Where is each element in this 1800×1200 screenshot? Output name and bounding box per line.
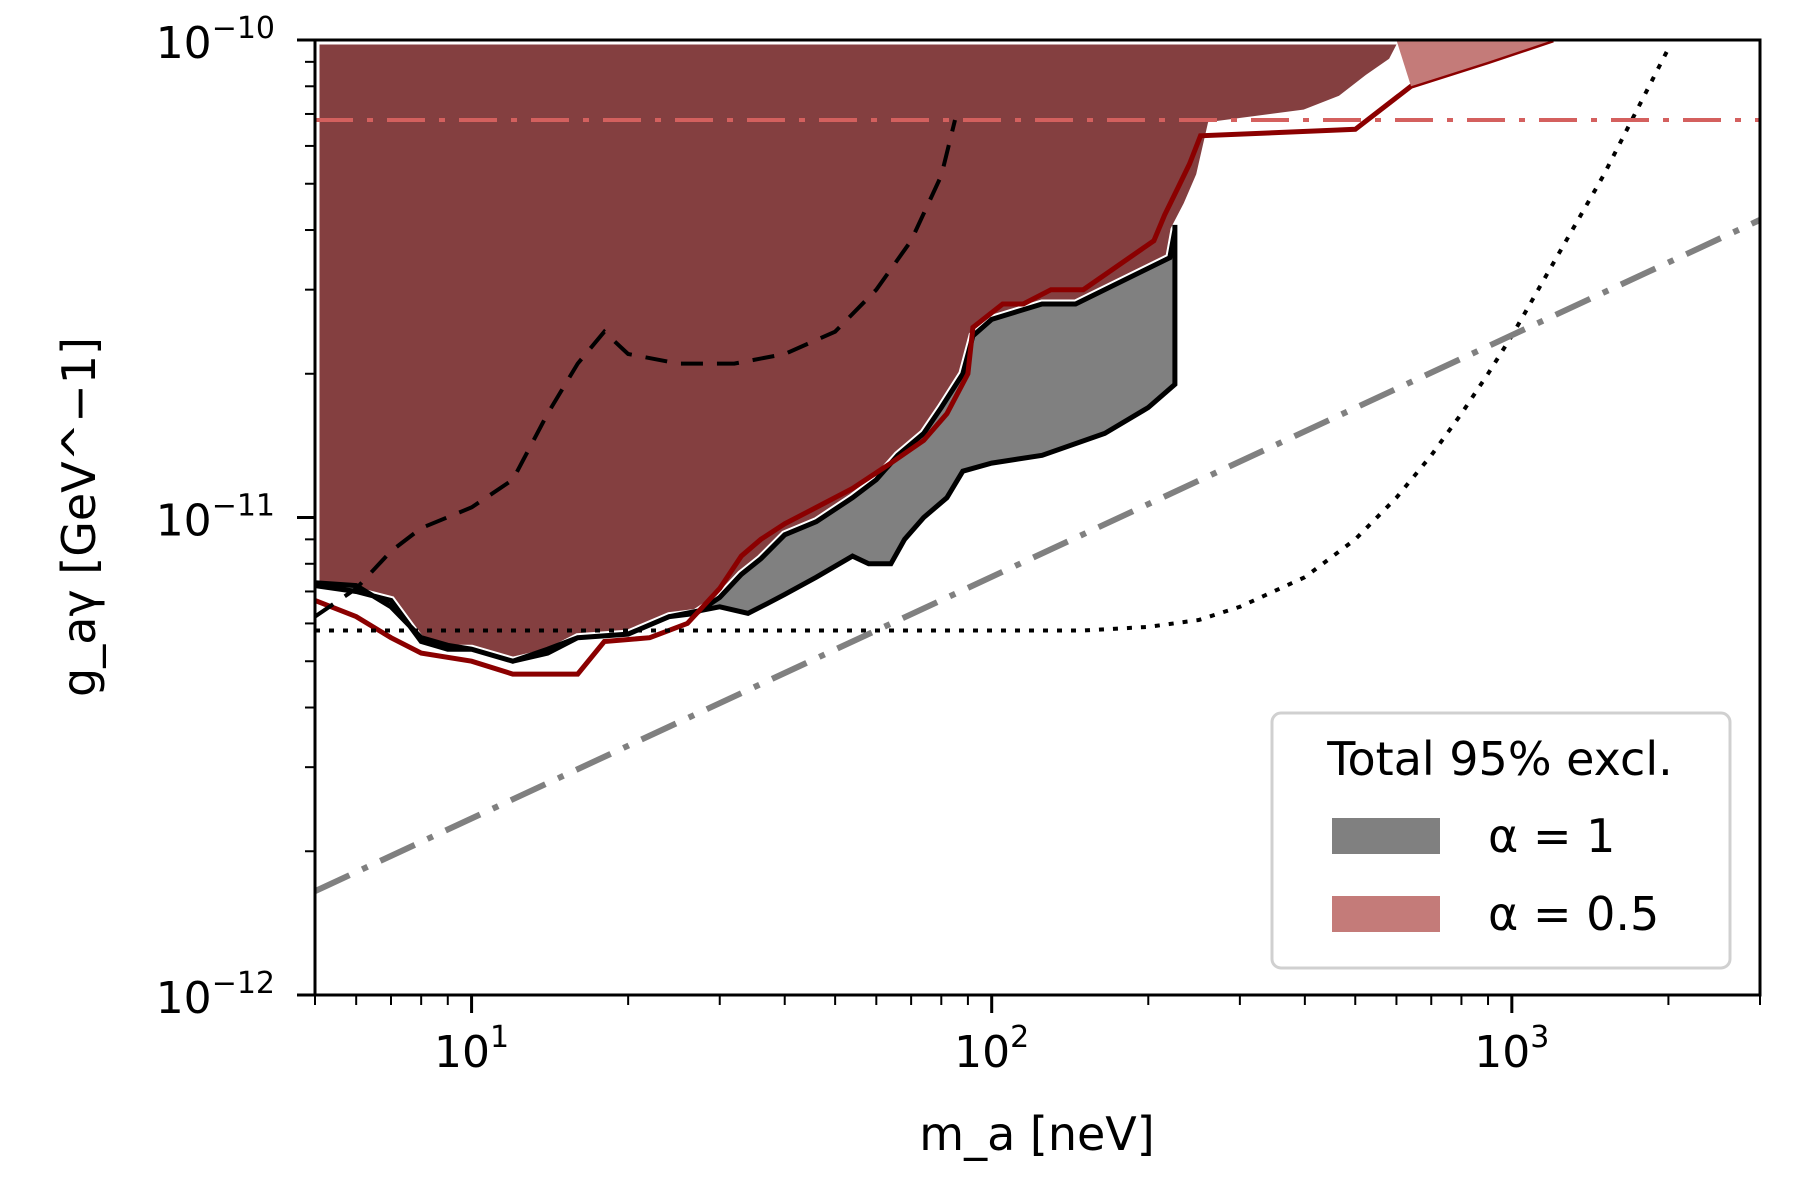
plot-data-layer: [315, 40, 1760, 894]
legend-label-alpha05: α = 0.5: [1488, 887, 1659, 941]
series-line-0: [315, 119, 957, 619]
alpha1-exclusion-lower-fill: [315, 224, 1178, 664]
svg-text:10−12: 10−12: [156, 966, 275, 1024]
svg-text:102: 102: [954, 1020, 1029, 1078]
y-axis-label: g_aγ [GeV^−1]: [52, 337, 106, 697]
y-tick-label-1e-10: 10−10: [156, 11, 275, 69]
series-line-1: [315, 47, 1671, 633]
y-axis-ticks: [297, 38, 315, 997]
legend-swatch-alpha05: [1332, 896, 1440, 932]
legend-title: Total 95% excl.: [1326, 732, 1673, 786]
svg-text:10−10: 10−10: [156, 11, 275, 69]
x-axis-ticks: [314, 995, 1761, 1013]
x-axis-label: m_a [neV]: [919, 1107, 1154, 1161]
svg-text:103: 103: [1474, 1020, 1549, 1078]
x-tick-label-100: 102: [954, 1020, 1029, 1078]
svg-text:10−11: 10−11: [156, 489, 275, 547]
series-lines: [315, 40, 1760, 894]
alpha05-exclusion-region: [315, 40, 1554, 677]
legend-swatch-alpha1: [1332, 818, 1440, 854]
legend-label-alpha1: α = 1: [1488, 809, 1615, 863]
x-tick-label-1000: 103: [1474, 1020, 1549, 1078]
y-tick-label-1e-11: 10−11: [156, 489, 275, 547]
series-line-2: [315, 217, 1760, 894]
legend: Total 95% excl. α = 1 α = 0.5: [1270, 711, 1732, 970]
svg-text:101: 101: [434, 1020, 509, 1078]
y-tick-label-1e-12: 10−12: [156, 966, 275, 1024]
x-tick-label-10: 101: [434, 1020, 509, 1078]
alpha05-only-patch: [1396, 40, 1553, 87]
